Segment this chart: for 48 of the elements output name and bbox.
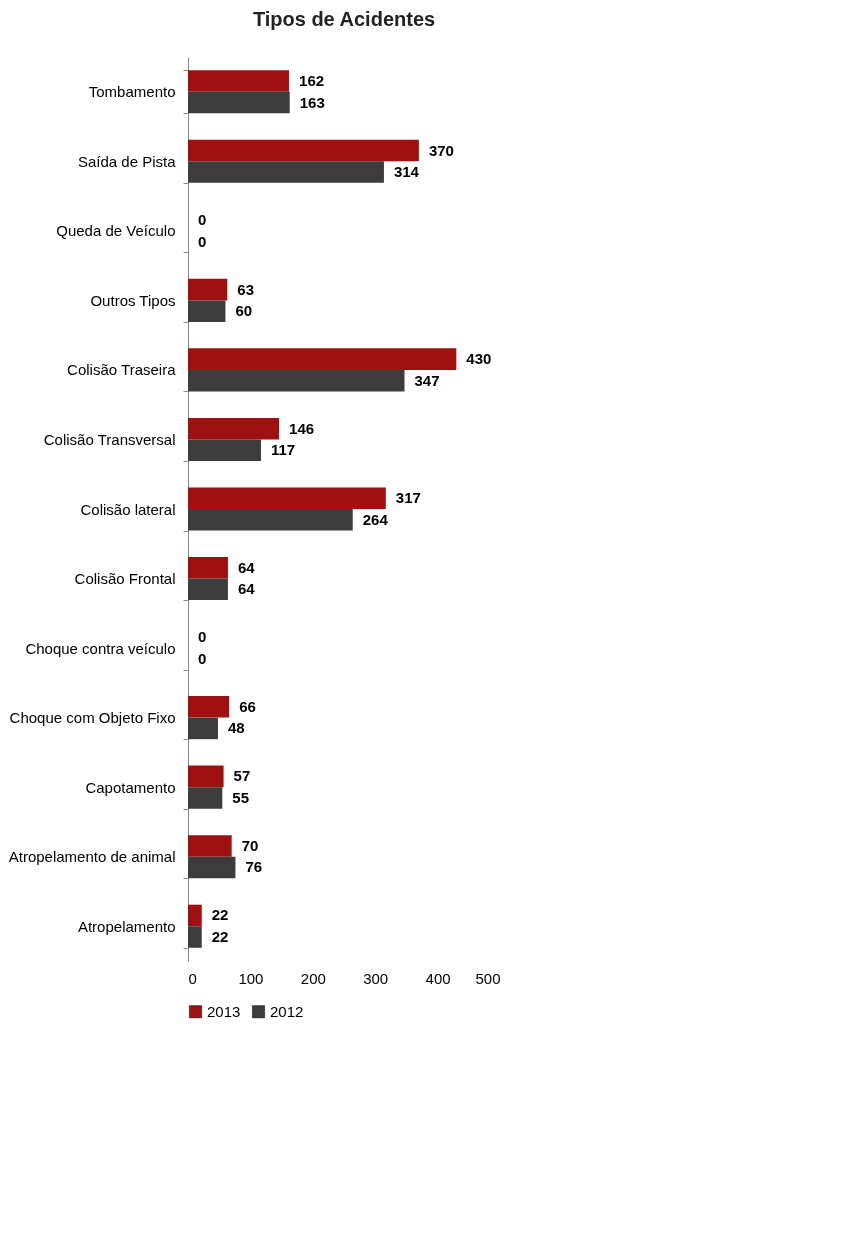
data-label: 0 [198,628,207,646]
data-label: 66 [239,697,256,715]
y-tick-label: Choque com Objeto Fixo [9,709,176,727]
data-label: 347 [414,371,440,389]
x-tick-label: 300 [363,969,389,987]
x-tick-label: 500 [475,969,501,987]
data-label: 64 [237,558,256,576]
data-label: 76 [245,858,263,876]
data-label: 64 [237,580,256,598]
data-label: 63 [237,280,254,298]
y-tick-label: Colisão Frontal [74,570,176,588]
y-tick-label: Colisão Traseira [67,361,177,379]
data-label: 22 [211,928,229,946]
data-label: 146 [289,419,315,437]
data-label: 264 [362,510,389,528]
x-tick-label: 400 [425,969,451,987]
legend-label: 2012 [270,1002,304,1020]
legend-label: 2013 [207,1002,241,1020]
y-tick-label: Choque contra veículo [25,639,176,657]
y-tick-label: Saída de Pista [77,152,177,170]
data-label: 0 [198,232,207,250]
chart-title: Tipos de Acidentes [252,8,436,30]
data-label: 57 [233,767,251,785]
data-label: 163 [299,93,325,111]
data-label: 430 [466,350,492,368]
data-label: 117 [271,441,296,459]
data-label: 317 [395,489,421,507]
y-tick-label: Capotamento [85,778,176,796]
data-label: 60 [235,302,253,320]
data-label: 48 [227,719,245,737]
y-tick-label: Colisão lateral [80,500,176,518]
y-tick-label: Atropelamento de animal [8,848,176,866]
x-tick-label: 0 [188,969,197,987]
data-label: 314 [393,163,420,181]
data-label: 0 [198,649,207,667]
y-tick-label: Colisão Transversal [43,430,176,448]
data-label: 370 [428,141,454,159]
y-tick-label: Queda de Veículo [56,222,176,240]
y-tick-label: Outros Tipos [90,291,176,309]
x-tick-label: 200 [300,969,326,987]
data-label: 162 [299,71,325,89]
data-label: 55 [232,788,250,806]
y-tick-label: Tombamento [88,83,176,101]
y-tick-label: Atropelamento [77,917,176,935]
data-label: 70 [241,836,259,854]
data-label: 0 [198,211,207,229]
x-tick-label: 100 [238,969,264,987]
data-label: 22 [211,906,229,924]
